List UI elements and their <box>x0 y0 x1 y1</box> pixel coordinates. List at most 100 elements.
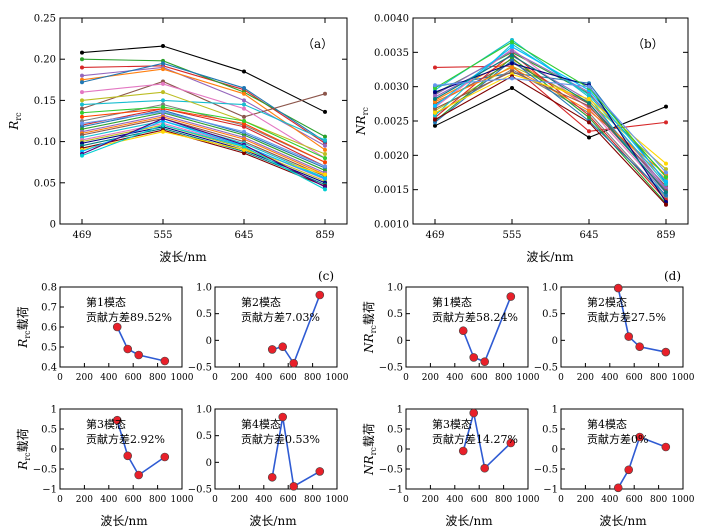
series-point-a-5 <box>161 61 165 66</box>
y-axis-label-a-main: R <box>7 121 21 131</box>
loading-point-c1 <box>112 322 122 332</box>
series-point-a-0 <box>242 69 246 74</box>
x-tick-label-d4: 0 <box>558 495 564 505</box>
series-point-a-0 <box>323 109 327 114</box>
series-point-b-21 <box>433 97 437 102</box>
variance-label-d2: 贡献方差27.5% <box>587 310 666 324</box>
series-point-b-14 <box>433 92 437 97</box>
loading-point-d1 <box>469 353 479 362</box>
series-line-a-28 <box>81 106 326 159</box>
series-point-a-29 <box>323 164 327 169</box>
series-line-b-2 <box>434 51 667 177</box>
series-point-a-23 <box>161 129 165 134</box>
loading-point-d3 <box>469 408 479 418</box>
series-point-b-17 <box>664 182 668 187</box>
series-point-b-20 <box>510 61 514 66</box>
series-line-b-4 <box>434 55 667 191</box>
loading-point-d1 <box>458 326 468 336</box>
series-line-b-23 <box>434 41 667 178</box>
y-tick-label-b: 0.0010 <box>374 220 409 231</box>
y-tick-label-d4: −0.5 <box>534 465 558 476</box>
series-line-b-17 <box>434 43 667 185</box>
series-point-b-0 <box>587 135 591 140</box>
y-axis-label-b: NRrc <box>354 107 370 136</box>
mode-label-c2: 第2模态 <box>241 295 281 309</box>
y-tick-label-c3: 0.5 <box>41 425 57 436</box>
series-line-a-3 <box>81 66 326 147</box>
loading-line-c2 <box>272 294 321 366</box>
series-point-b-0 <box>664 104 668 109</box>
x-tick-label-c2: 200 <box>231 373 248 383</box>
series-point-b-17 <box>587 92 591 97</box>
series-line-a-13 <box>81 112 326 171</box>
y-tick-label-b: 0.0035 <box>374 48 409 59</box>
y-tick-label-d4: 0.5 <box>542 425 558 436</box>
series-point-b-19 <box>510 44 514 49</box>
x-tick-label-d3: 200 <box>422 495 439 505</box>
y-axis-label-c1: Rrc载荷 <box>16 306 32 348</box>
chart-panel-c4: −0.500.51.00 200 400 600 800 1000第4模态贡献方差0.53… <box>188 405 349 506</box>
series-point-a-2 <box>80 57 84 62</box>
loading-point-d4 <box>661 442 671 452</box>
series-line-a-26 <box>81 124 326 190</box>
series-point-a-26 <box>323 187 327 192</box>
x-tick-label-a: 859 <box>315 230 334 241</box>
y-tick-label-d3: 0 <box>397 445 403 456</box>
x-tick-label-d4: 600 <box>626 495 643 505</box>
x-tick-label-d1: 200 <box>422 373 439 383</box>
plot-frame-c4 <box>214 408 338 490</box>
x-tick-label-b: 469 <box>425 230 444 241</box>
series-line-a-8 <box>81 99 326 141</box>
y-axis-label-d3-main: NR <box>362 455 376 476</box>
y-tick-label-c3: 0 <box>51 445 57 456</box>
y-tick-label-d2: 1.0 <box>542 283 558 294</box>
x-tick-label-c3: 0 <box>57 495 63 505</box>
x-tick-label-c3: 1000 <box>171 495 194 505</box>
series-point-b-19 <box>433 103 437 108</box>
series-point-a-3 <box>242 98 246 103</box>
y-axis-label-b-main: NR <box>354 115 368 136</box>
series-point-a-29 <box>242 129 246 134</box>
x-tick-label-c4: 200 <box>231 495 248 505</box>
series-point-a-28 <box>161 104 165 109</box>
y-tick-label-c3: −1 <box>42 485 57 496</box>
series-line-a-5 <box>81 62 326 143</box>
series-line-a-0 <box>81 45 326 113</box>
series-point-b-23 <box>433 86 437 91</box>
x-tick-label-d2: 600 <box>626 373 643 383</box>
series-point-b-16 <box>433 106 437 111</box>
series-line-a-6 <box>81 80 326 118</box>
x-tick-label-c2: 1000 <box>326 373 349 383</box>
series-point-a-6 <box>80 106 84 111</box>
panel-b-label: （b） <box>632 37 664 51</box>
x-tick-label-a: 469 <box>72 230 91 241</box>
y-tick-label-c2: 0 <box>206 336 212 347</box>
y-tick-label-c4: 0 <box>206 458 212 469</box>
x-axis-label-bottom-d1: 波长/nm <box>445 514 493 528</box>
series-point-a-6 <box>242 114 246 119</box>
mode-label-d3: 第3模态 <box>432 417 472 431</box>
series-line-b-24 <box>434 77 667 173</box>
series-line-a-9 <box>81 91 326 155</box>
series-point-b-14 <box>510 48 514 53</box>
y-tick-label-c1: 0.4 <box>41 363 57 374</box>
y-tick-label-d3: −0.5 <box>379 465 403 476</box>
x-tick-label-c2: 600 <box>280 373 297 383</box>
series-line-b-13 <box>434 59 667 196</box>
series-point-a-9 <box>161 90 165 95</box>
variance-label-d3: 贡献方差14.27% <box>432 432 518 446</box>
series-line-b-7 <box>434 62 667 187</box>
y-axis-label-d3-sub: rc <box>369 447 378 456</box>
series-point-a-26 <box>80 153 84 158</box>
y-axis-label-b-sub: rc <box>361 107 370 116</box>
y-tick-label-d1: 1.0 <box>387 283 403 294</box>
y-tick-label-c4: 0.5 <box>196 431 212 442</box>
x-axis-label-top-right: 波长/nm <box>526 250 574 264</box>
x-tick-label-d3: 800 <box>495 495 512 505</box>
series-point-a-25 <box>161 116 165 121</box>
series-point-b-18 <box>587 97 591 102</box>
y-tick-label-c2: 0.5 <box>196 309 212 320</box>
x-tick-label-c3: 600 <box>125 495 142 505</box>
y-tick-label-a: 0 <box>50 220 56 231</box>
mode-label-c1: 第1模态 <box>86 295 126 309</box>
